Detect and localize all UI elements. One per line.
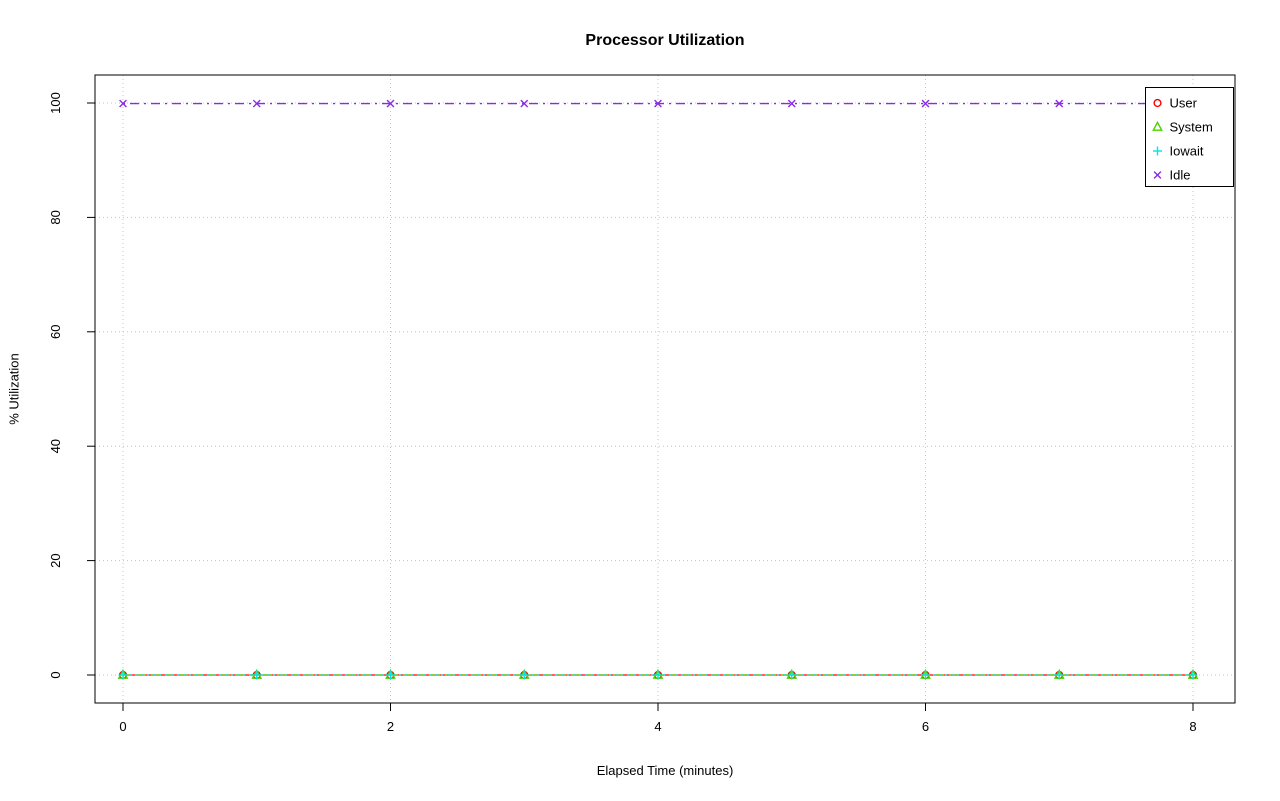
- x-tick-label: 8: [1189, 719, 1196, 734]
- legend-label-system: System: [1170, 120, 1213, 135]
- marker-x: [520, 99, 529, 108]
- y-tick-label: 20: [48, 553, 63, 567]
- legend-label-iowait: Iowait: [1170, 144, 1204, 159]
- y-tick-label: 60: [48, 325, 63, 339]
- marker-x: [1055, 99, 1064, 108]
- y-tick-label: 0: [48, 671, 63, 678]
- chart-title: Processor Utilization: [585, 32, 745, 49]
- marker-x: [654, 99, 662, 108]
- y-tick-label: 100: [48, 92, 63, 114]
- marker-x: [386, 99, 395, 108]
- plot-frame: [94, 74, 1236, 704]
- legend-label-idle: Idle: [1170, 168, 1191, 183]
- x-axis-label: Elapsed Time (minutes): [596, 763, 734, 778]
- marker-x: [252, 99, 261, 108]
- y-axis-label: % Utilization: [6, 353, 22, 425]
- x-tick-label: 6: [922, 719, 929, 734]
- marker-x: [1153, 171, 1162, 179]
- marker-circle: [1153, 98, 1162, 108]
- marker-triangle: [1152, 120, 1163, 131]
- y-tick-label: 80: [48, 210, 63, 224]
- marker-x: [921, 99, 930, 108]
- x-tick-label: 2: [387, 719, 394, 734]
- marker-x: [787, 99, 796, 108]
- y-tick-label: 40: [48, 439, 63, 453]
- x-tick-label: 4: [654, 719, 661, 734]
- legend-label-user: User: [1170, 96, 1198, 111]
- marker-x: [119, 99, 127, 108]
- x-tick-label: 0: [119, 719, 126, 734]
